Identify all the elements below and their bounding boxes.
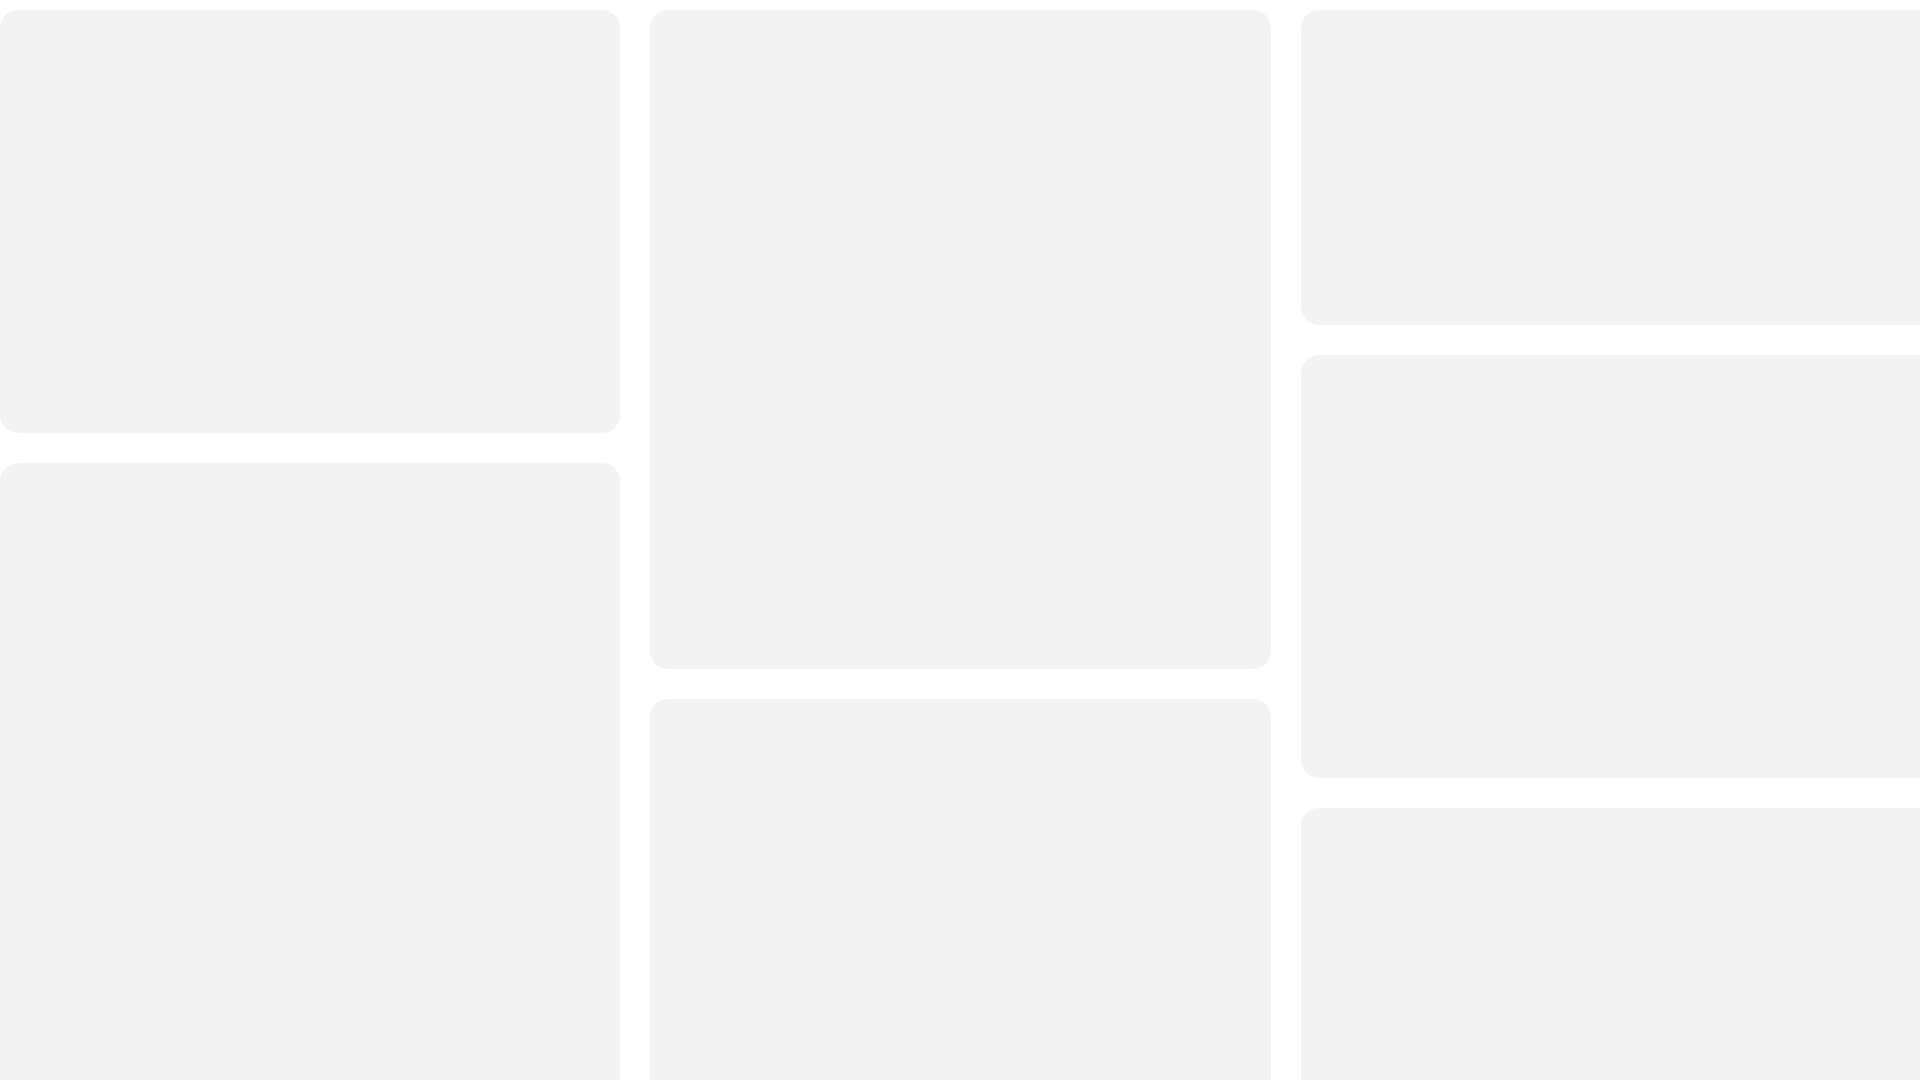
grid-tile-placeholder[interactable] [1301,10,1920,325]
grid-tile-placeholder[interactable] [0,10,620,433]
grid-tile-placeholder[interactable] [0,463,620,1080]
grid-tile-placeholder[interactable] [1301,355,1920,778]
grid-tile-placeholder[interactable] [650,699,1271,1080]
grid-tile-placeholder[interactable] [1301,808,1920,1080]
grid-tile-placeholder[interactable] [650,10,1271,669]
